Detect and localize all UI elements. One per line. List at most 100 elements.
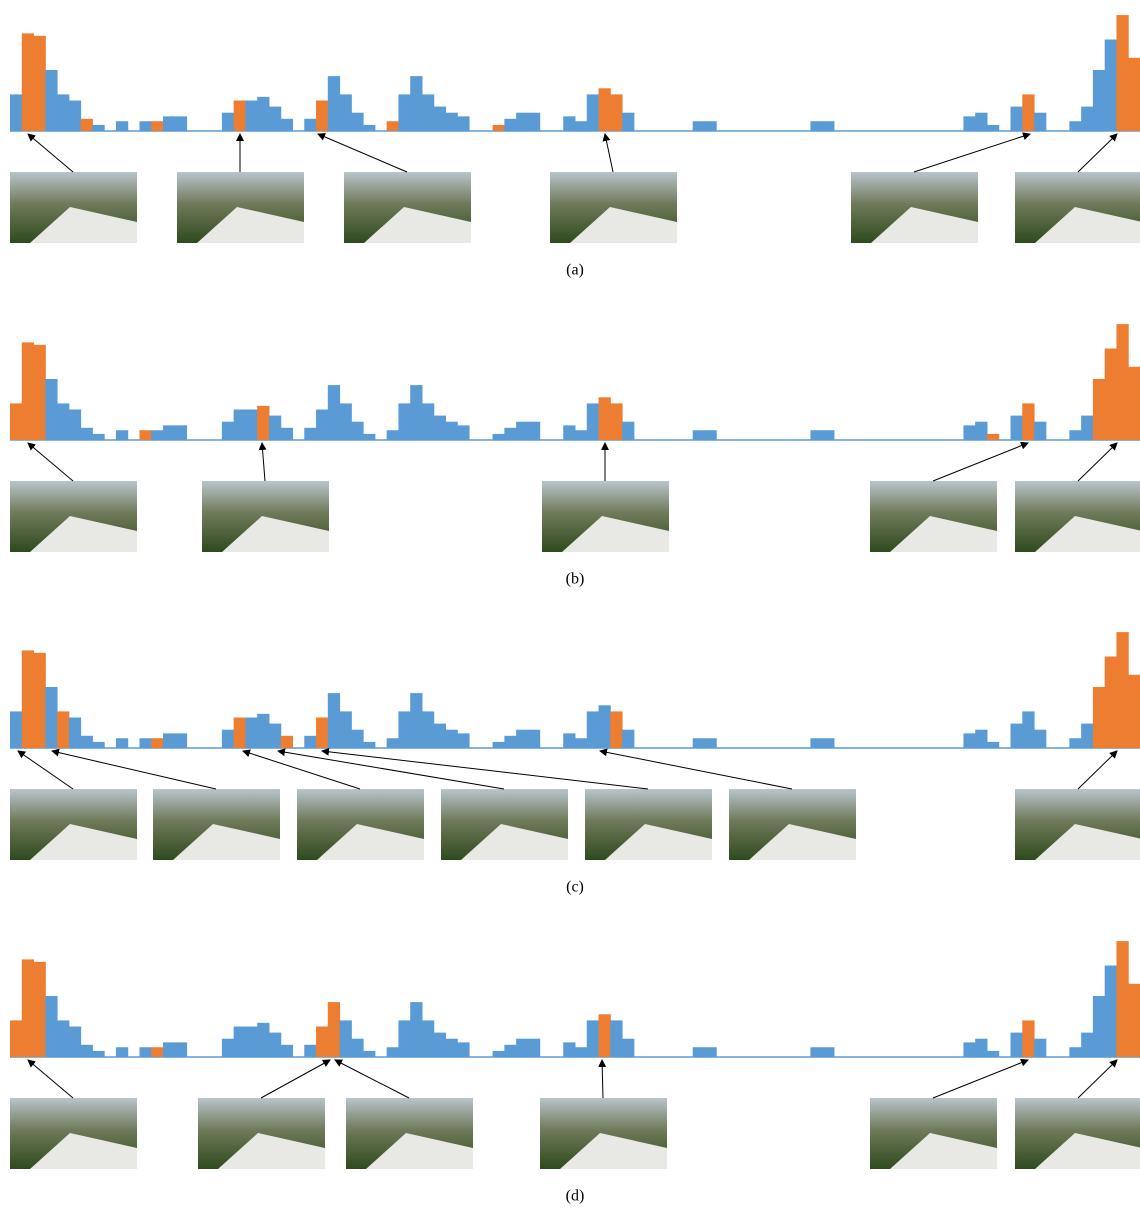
thumbnail bbox=[542, 481, 669, 552]
bar bbox=[810, 121, 822, 131]
bar bbox=[457, 116, 469, 131]
bar bbox=[410, 1002, 422, 1057]
bar bbox=[116, 738, 128, 748]
bar bbox=[1093, 70, 1105, 131]
bar bbox=[963, 116, 975, 131]
bar bbox=[57, 94, 69, 131]
bar bbox=[151, 121, 163, 131]
bar bbox=[222, 730, 234, 748]
bar bbox=[422, 403, 434, 440]
bar bbox=[1116, 632, 1128, 748]
bar bbox=[599, 88, 611, 131]
bar bbox=[340, 1020, 352, 1057]
bar bbox=[22, 959, 34, 1057]
bar bbox=[516, 1039, 528, 1057]
bar bbox=[387, 430, 399, 440]
bar bbox=[222, 113, 234, 131]
bar bbox=[269, 416, 281, 440]
bar bbox=[528, 730, 540, 748]
figure: (a)(b)(c)(d) bbox=[0, 0, 1140, 1205]
bar bbox=[45, 996, 57, 1057]
bar bbox=[587, 403, 599, 440]
bar bbox=[422, 94, 434, 131]
bar bbox=[410, 76, 422, 131]
bar bbox=[446, 422, 458, 440]
bar bbox=[599, 705, 611, 748]
bar bbox=[446, 113, 458, 131]
bar bbox=[516, 730, 528, 748]
arrow bbox=[914, 134, 1030, 172]
bar bbox=[1034, 1039, 1046, 1057]
bar bbox=[316, 718, 328, 749]
bar bbox=[975, 113, 987, 131]
bar bbox=[446, 1039, 458, 1057]
bar bbox=[57, 1020, 69, 1057]
bar bbox=[1116, 15, 1128, 131]
bar bbox=[316, 101, 328, 132]
bar bbox=[10, 1020, 22, 1057]
bar bbox=[304, 428, 316, 440]
bar bbox=[175, 116, 187, 131]
bar bbox=[175, 733, 187, 748]
bar bbox=[57, 403, 69, 440]
bar bbox=[493, 1051, 505, 1057]
bar bbox=[987, 434, 999, 440]
bar bbox=[387, 1047, 399, 1057]
bar bbox=[245, 410, 257, 441]
bar bbox=[234, 718, 246, 749]
bar bbox=[434, 416, 446, 440]
bar bbox=[81, 428, 93, 440]
thumbnail bbox=[870, 481, 997, 552]
bar bbox=[34, 345, 46, 440]
bar bbox=[45, 70, 57, 131]
bar bbox=[963, 425, 975, 440]
bar bbox=[563, 733, 575, 748]
bar bbox=[587, 711, 599, 748]
bar bbox=[575, 1047, 587, 1057]
bar bbox=[69, 1027, 81, 1058]
thumbnail bbox=[729, 789, 856, 860]
thumbnail bbox=[177, 172, 304, 243]
thumbnail bbox=[585, 789, 712, 860]
bar bbox=[704, 430, 716, 440]
bar bbox=[434, 107, 446, 131]
bar bbox=[1011, 1033, 1023, 1057]
bar bbox=[316, 410, 328, 441]
bar bbox=[257, 97, 269, 131]
arrow bbox=[28, 1060, 73, 1098]
bar bbox=[245, 1027, 257, 1058]
bar bbox=[575, 738, 587, 748]
bar bbox=[1116, 324, 1128, 440]
bar bbox=[151, 430, 163, 440]
bar bbox=[10, 403, 22, 440]
arrow bbox=[52, 751, 216, 789]
panel-label: (a) bbox=[566, 262, 584, 279]
bar bbox=[599, 397, 611, 440]
bar bbox=[22, 650, 34, 748]
bar bbox=[139, 738, 151, 748]
bar bbox=[1034, 730, 1046, 748]
bar bbox=[1116, 941, 1128, 1057]
bar bbox=[563, 425, 575, 440]
arrow bbox=[335, 1060, 409, 1098]
thumbnail bbox=[10, 1098, 137, 1169]
thumbnail bbox=[1015, 789, 1140, 860]
arrow bbox=[262, 443, 265, 481]
bar bbox=[328, 76, 340, 131]
bar bbox=[704, 738, 716, 748]
bar bbox=[1081, 724, 1093, 748]
bar bbox=[975, 1039, 987, 1057]
bar bbox=[340, 403, 352, 440]
bar bbox=[410, 385, 422, 440]
arrow bbox=[1078, 1060, 1117, 1098]
bar bbox=[1105, 966, 1117, 1058]
bar bbox=[422, 1020, 434, 1057]
bar bbox=[92, 125, 104, 131]
bar bbox=[493, 125, 505, 131]
panel-label: (b) bbox=[566, 571, 585, 588]
bar bbox=[328, 385, 340, 440]
bar bbox=[1093, 996, 1105, 1057]
bar bbox=[1011, 107, 1023, 131]
arrow bbox=[933, 443, 1028, 481]
bar bbox=[363, 742, 375, 748]
